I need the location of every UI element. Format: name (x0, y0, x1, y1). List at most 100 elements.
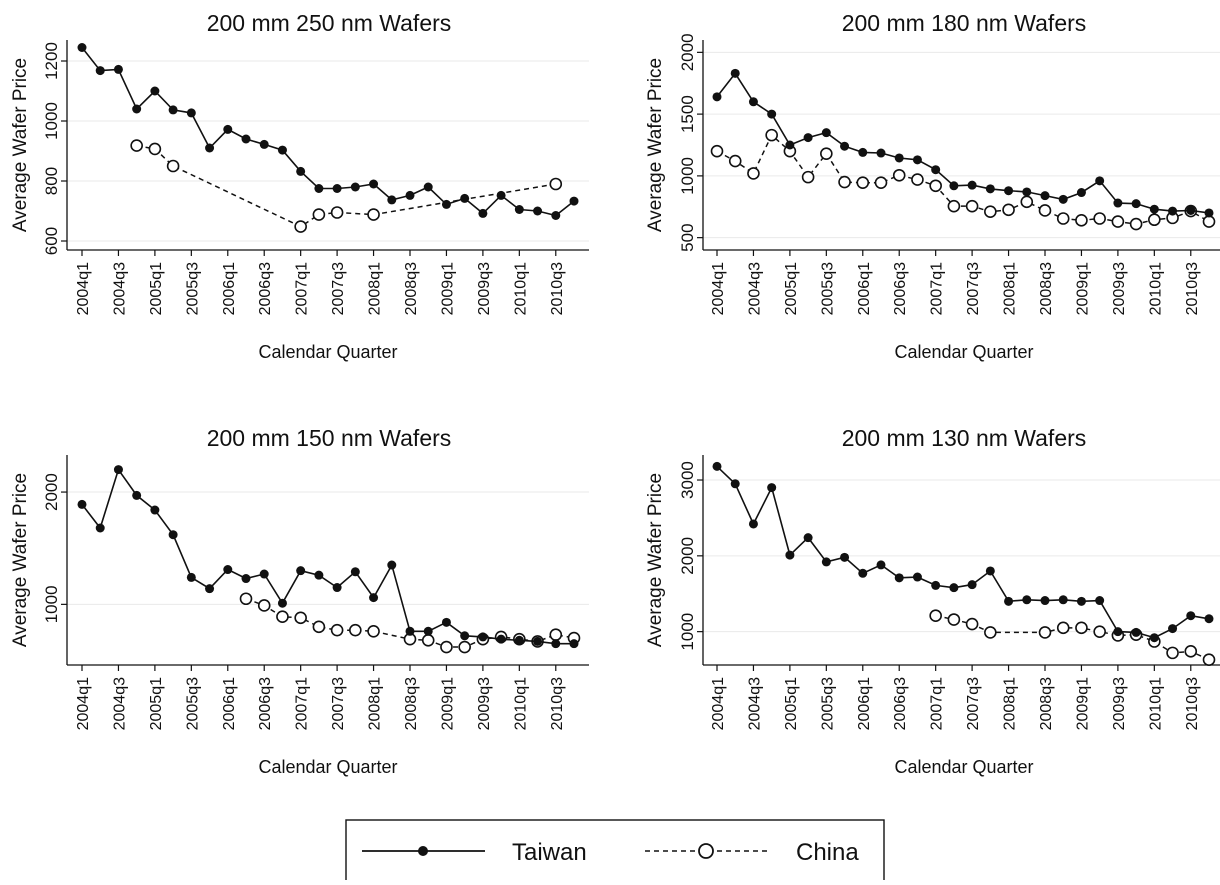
data-point-taiwan (441, 617, 451, 627)
data-point-taiwan (1004, 596, 1014, 606)
x-tick-label: 2007q3 (965, 677, 982, 730)
data-point-taiwan (785, 140, 795, 150)
y-tick-label: 2000 (678, 33, 697, 71)
data-point-taiwan (205, 584, 215, 594)
x-tick-label: 2004q1 (75, 677, 92, 730)
data-point-taiwan (1149, 633, 1159, 643)
data-point-china (1166, 646, 1179, 660)
data-point-taiwan (423, 626, 433, 636)
data-point-taiwan (551, 211, 561, 220)
data-point-taiwan (478, 208, 488, 218)
y-tick-label: 600 (42, 227, 61, 255)
data-point-taiwan (1113, 198, 1123, 208)
data-point-taiwan (967, 580, 977, 590)
x-tick-label: 2005q1 (148, 677, 165, 730)
y-tick-label: 2000 (42, 473, 61, 511)
y-tick-label: 1000 (42, 585, 61, 623)
x-tick-label: 2010q1 (512, 677, 529, 730)
data-point-china (710, 144, 724, 158)
data-point-taiwan (259, 569, 269, 579)
data-point-china (1184, 645, 1198, 658)
x-tick-label: 2005q3 (819, 262, 836, 315)
data-point-taiwan (277, 145, 287, 155)
data-point-china (929, 179, 942, 193)
data-point-china (984, 626, 997, 639)
data-point-taiwan (168, 105, 178, 115)
x-tick-label: 2004q1 (710, 262, 727, 315)
y-axis-label: Average Wafer Price (10, 58, 31, 232)
data-point-china (911, 173, 924, 186)
y-tick-label: 1200 (42, 42, 61, 80)
x-tick-label: 2007q1 (294, 262, 311, 315)
data-point-taiwan (405, 190, 415, 200)
x-tick-label: 2006q1 (856, 262, 873, 315)
chart-panel: 1000 2000 2004q1 2004q3 2005q1 2005q3 2006q1 20… (10, 425, 589, 777)
data-point-taiwan (113, 64, 123, 74)
x-tick-label: 2010q1 (1147, 262, 1164, 315)
x-tick-label: 2004q3 (111, 677, 128, 730)
data-point-taiwan (967, 180, 977, 190)
chart-title: 200 mm 150 nm Wafers (207, 425, 452, 451)
data-point-china (458, 640, 471, 654)
data-point-taiwan (1186, 205, 1196, 215)
data-point-china (1148, 213, 1161, 227)
data-point-china (947, 613, 961, 626)
data-point-taiwan (551, 639, 561, 649)
x-tick-label: 2008q3 (403, 262, 420, 315)
data-point-taiwan (1204, 614, 1214, 624)
data-point-taiwan (314, 184, 324, 193)
data-point-china (1002, 203, 1015, 217)
data-point-taiwan (985, 566, 995, 576)
data-point-taiwan (1113, 627, 1123, 637)
data-point-china (929, 609, 942, 623)
data-point-taiwan (113, 465, 123, 475)
x-axis-label: Calendar Quarter (894, 757, 1033, 777)
data-point-china (984, 205, 997, 219)
data-point-taiwan (423, 182, 433, 192)
data-point-china (276, 610, 289, 624)
data-point-taiwan (95, 523, 105, 533)
data-point-taiwan (296, 566, 306, 576)
x-axis-label: Calendar Quarter (258, 342, 397, 362)
x-tick-label: 2010q3 (549, 677, 566, 730)
y-tick-label: 2000 (678, 537, 697, 575)
data-point-china (765, 128, 778, 142)
data-point-china (330, 206, 344, 219)
y-axis-label: Average Wafer Price (645, 473, 666, 647)
x-tick-label: 2004q3 (746, 262, 763, 315)
data-point-china (166, 159, 180, 173)
x-tick-label: 2008q1 (367, 677, 384, 730)
x-tick-label: 2005q3 (184, 677, 201, 730)
data-point-taiwan (748, 97, 758, 107)
data-point-taiwan (949, 583, 959, 593)
data-point-taiwan (840, 552, 850, 562)
data-point-china (1020, 195, 1034, 209)
data-point-china (257, 599, 271, 612)
x-tick-label: 2005q3 (184, 262, 201, 315)
legend-marker-china (698, 843, 714, 859)
data-point-china (312, 620, 326, 634)
x-tick-label: 2008q3 (403, 677, 420, 730)
data-point-taiwan (223, 124, 233, 134)
x-tick-label: 2007q3 (330, 677, 347, 730)
data-point-taiwan (496, 190, 506, 200)
data-point-taiwan (460, 631, 470, 641)
data-point-taiwan (186, 572, 196, 582)
x-tick-label: 2007q1 (929, 677, 946, 730)
data-point-taiwan (803, 133, 813, 143)
data-point-china (965, 199, 979, 213)
data-point-taiwan (569, 639, 579, 649)
data-point-china (148, 142, 162, 156)
x-tick-label: 2005q3 (819, 677, 836, 730)
x-tick-label: 2004q1 (75, 262, 92, 315)
y-tick-label: 500 (678, 223, 697, 251)
x-tick-label: 2008q3 (1038, 677, 1055, 730)
data-point-china (130, 139, 143, 152)
series-line-taiwan (716, 465, 1210, 639)
series-line-china (716, 133, 1210, 225)
data-point-china (1202, 653, 1216, 666)
data-point-taiwan (241, 574, 251, 584)
data-point-taiwan (1168, 624, 1178, 634)
